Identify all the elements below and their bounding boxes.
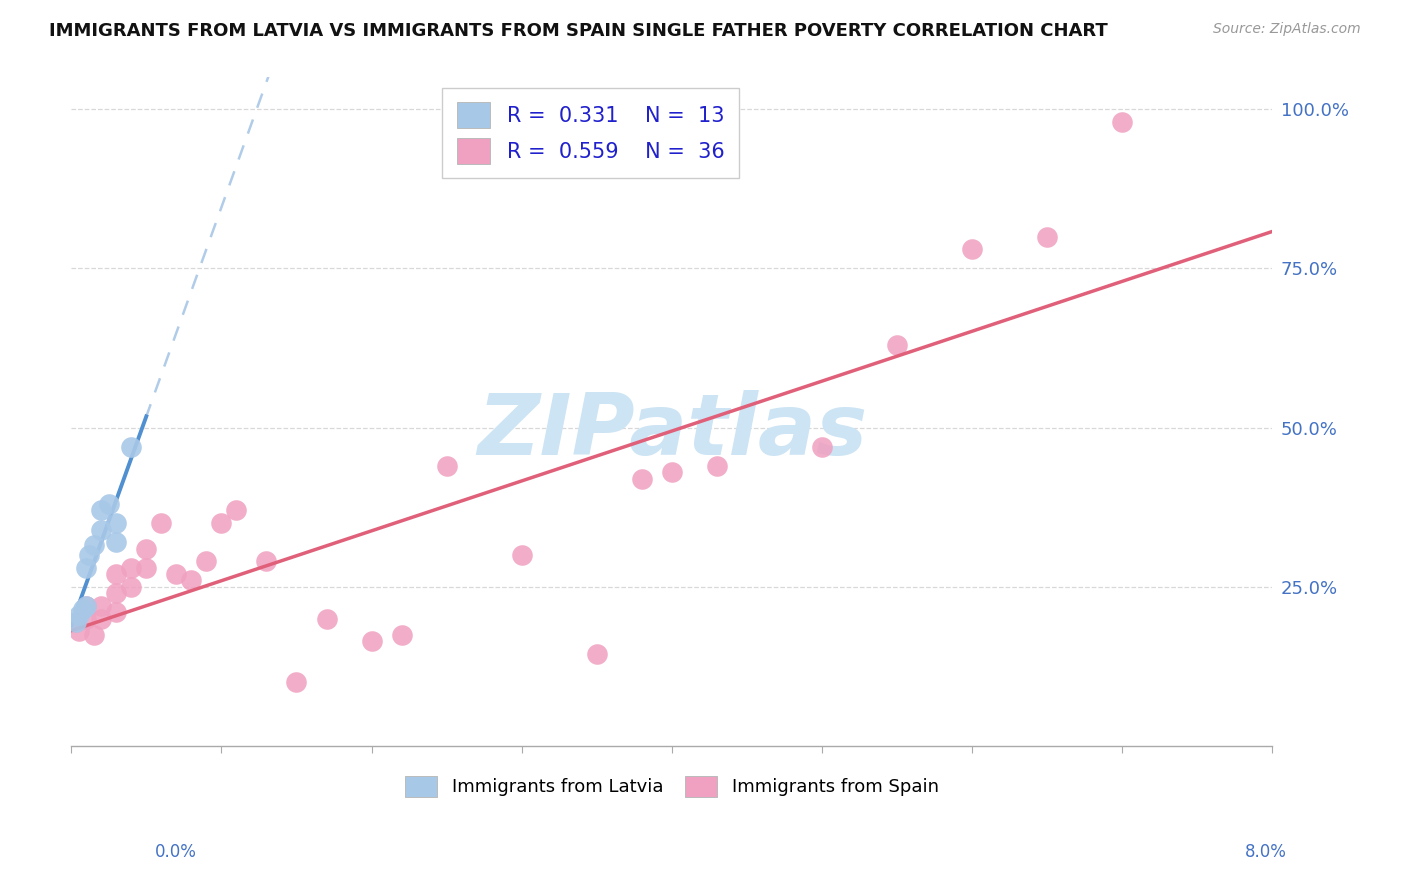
Point xyxy=(225,503,247,517)
Point xyxy=(180,574,202,588)
Text: 8.0%: 8.0% xyxy=(1244,843,1286,861)
Point xyxy=(510,548,533,562)
Point xyxy=(83,627,105,641)
Point xyxy=(65,615,87,629)
Point xyxy=(886,338,908,352)
Point xyxy=(811,440,834,454)
Point xyxy=(661,465,683,479)
Point xyxy=(150,516,173,530)
Point xyxy=(285,675,308,690)
Point xyxy=(97,497,120,511)
Point xyxy=(105,586,128,600)
Point xyxy=(67,624,90,639)
Point xyxy=(135,560,157,574)
Point xyxy=(90,503,112,517)
Point xyxy=(105,605,128,619)
Point xyxy=(90,599,112,613)
Point xyxy=(75,599,97,613)
Point xyxy=(960,243,983,257)
Point xyxy=(209,516,232,530)
Point xyxy=(165,567,187,582)
Point xyxy=(90,523,112,537)
Legend: Immigrants from Latvia, Immigrants from Spain: Immigrants from Latvia, Immigrants from … xyxy=(398,769,946,804)
Point xyxy=(105,567,128,582)
Text: Source: ZipAtlas.com: Source: ZipAtlas.com xyxy=(1213,22,1361,37)
Point xyxy=(75,560,97,574)
Point xyxy=(90,612,112,626)
Point xyxy=(135,541,157,556)
Point xyxy=(120,580,142,594)
Point xyxy=(706,458,728,473)
Point xyxy=(65,615,87,629)
Text: 0.0%: 0.0% xyxy=(155,843,197,861)
Point xyxy=(391,627,413,641)
Point xyxy=(1036,229,1059,244)
Point xyxy=(67,608,90,623)
Point xyxy=(585,647,607,661)
Point xyxy=(256,554,278,568)
Point xyxy=(83,538,105,552)
Text: ZIPatlas: ZIPatlas xyxy=(477,391,868,474)
Point xyxy=(77,548,100,562)
Point xyxy=(436,458,458,473)
Point xyxy=(75,599,97,613)
Point xyxy=(630,472,652,486)
Text: IMMIGRANTS FROM LATVIA VS IMMIGRANTS FROM SPAIN SINGLE FATHER POVERTY CORRELATIO: IMMIGRANTS FROM LATVIA VS IMMIGRANTS FRO… xyxy=(49,22,1108,40)
Point xyxy=(72,602,94,616)
Point xyxy=(120,560,142,574)
Point xyxy=(1111,115,1133,129)
Point xyxy=(195,554,218,568)
Point xyxy=(105,516,128,530)
Point xyxy=(75,612,97,626)
Point xyxy=(105,535,128,549)
Point xyxy=(120,440,142,454)
Point xyxy=(315,612,337,626)
Point xyxy=(360,634,382,648)
